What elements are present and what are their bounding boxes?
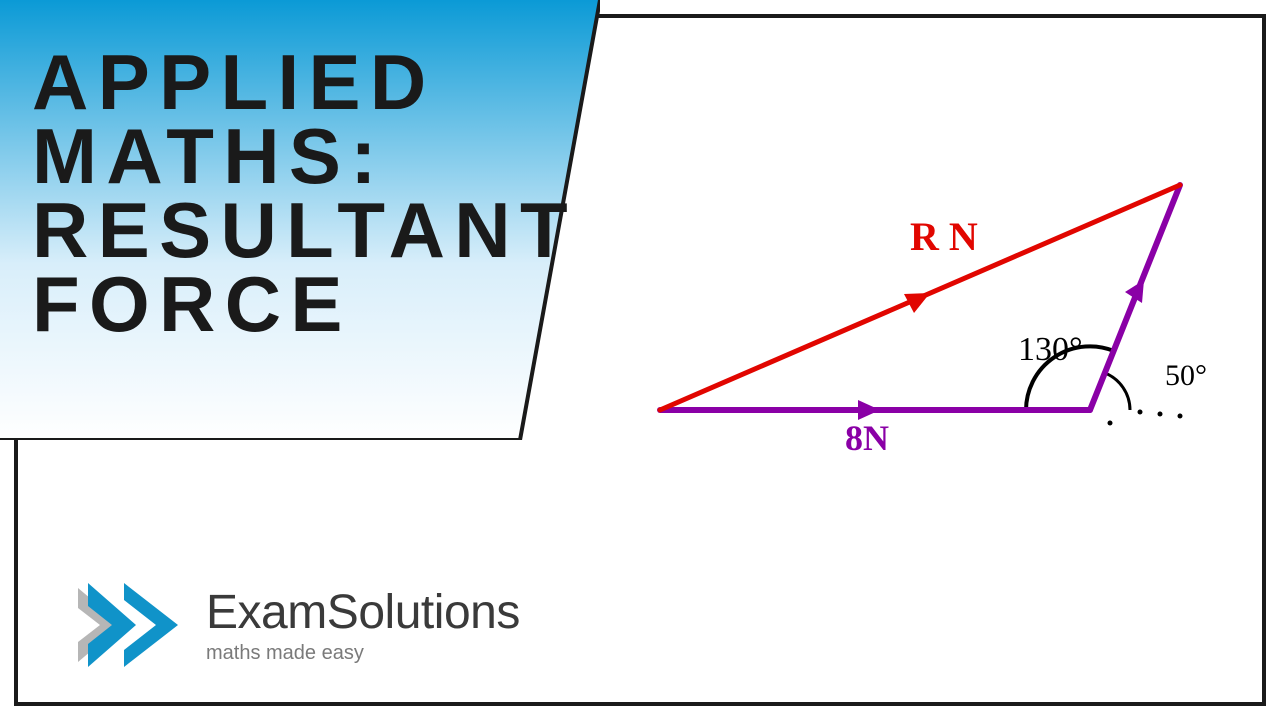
ref-dot xyxy=(1108,421,1113,426)
vector-8n-arrow xyxy=(858,400,880,420)
label-rn: R N xyxy=(910,214,978,259)
label-130: 130° xyxy=(1018,331,1083,368)
title-text: APPLIED MATHS: RESULTANT FORCE xyxy=(32,45,577,341)
title-line-4: FORCE xyxy=(32,267,577,341)
ref-dot xyxy=(1138,410,1143,415)
angle-arc-50 xyxy=(1105,373,1130,410)
logo-tagline: maths made easy xyxy=(206,642,520,665)
logo-mark xyxy=(70,580,190,670)
logo-brand: ExamSolutions xyxy=(206,585,520,640)
title-line-3: RESULTANT xyxy=(32,193,577,267)
ref-dot xyxy=(1178,414,1183,419)
logo-brand-prefix: Exam xyxy=(206,586,327,639)
title-line-1: APPLIED xyxy=(32,45,577,119)
title-panel: APPLIED MATHS: RESULTANT FORCE xyxy=(0,0,600,440)
title-line-2: MATHS: xyxy=(32,119,577,193)
ref-dot xyxy=(1158,412,1163,417)
logo: ExamSolutions maths made easy xyxy=(70,580,520,670)
force-diagram: R N 8N 130° 50° xyxy=(620,140,1240,470)
logo-text: ExamSolutions maths made easy xyxy=(206,585,520,665)
label-8n: 8N xyxy=(845,418,889,458)
label-50: 50° xyxy=(1165,359,1207,392)
logo-brand-suffix: Solutions xyxy=(327,586,520,639)
